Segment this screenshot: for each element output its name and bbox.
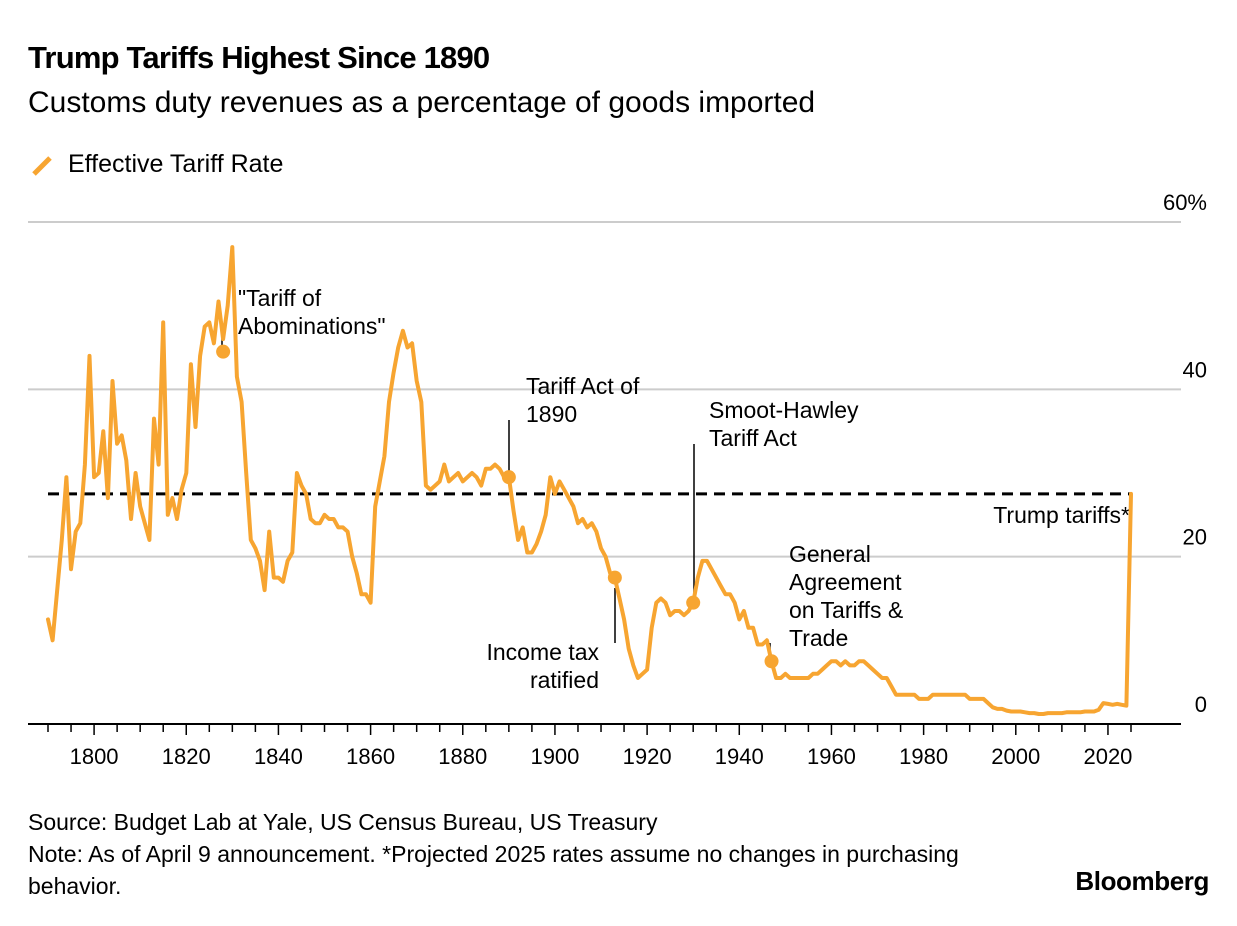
annotation-marker: [764, 654, 779, 669]
annotation-marker: [216, 344, 231, 359]
x-tick-label: 1800: [70, 744, 119, 769]
x-tick-label: 1980: [899, 744, 948, 769]
y-tick-label: 0: [1195, 692, 1207, 717]
x-tick-label: 1920: [623, 744, 672, 769]
x-tick-label: 1840: [254, 744, 303, 769]
x-tick-label: 1960: [807, 744, 856, 769]
legend-label: Effective Tariff Rate: [68, 149, 284, 178]
footer: Source: Budget Lab at Yale, US Census Bu…: [28, 806, 1018, 902]
x-tick-label: 1820: [162, 744, 211, 769]
chart-subtitle: Customs duty revenues as a percentage of…: [28, 86, 816, 119]
footnote: Note: As of April 9 announcement. *Proje…: [28, 841, 959, 899]
chart-title: Trump Tariffs Highest Since 1890: [28, 40, 490, 75]
annotation-marker: [501, 470, 516, 485]
annotation-label: Income tax: [487, 639, 600, 665]
annotation-label: Tariff Act: [709, 425, 797, 451]
legend: Effective Tariff Rate: [28, 148, 283, 180]
x-tick-label: 2020: [1083, 744, 1132, 769]
annotation-label: Agreement: [789, 569, 902, 595]
x-tick-label: 1880: [438, 744, 487, 769]
series-layer: [46, 245, 1133, 716]
y-axis-labels: 0 20 40 60%: [1163, 190, 1207, 717]
annotation-label: 1890: [526, 401, 577, 427]
annotation-label: General: [789, 541, 871, 567]
y-tick-label: 20: [1183, 525, 1207, 550]
y-tick-label: 60%: [1163, 190, 1207, 215]
annotation-marker: [607, 570, 622, 585]
legend-swatch-icon: [32, 156, 52, 176]
x-tick-label: 1940: [715, 744, 764, 769]
annotation-label: on Tariffs &: [789, 597, 903, 623]
reference-line-group: Trump tariffs*: [48, 492, 1131, 528]
y-tick-label: 40: [1183, 357, 1207, 382]
x-axis: 1800 1820 1840 1860 1880 1900 1920 1940 1960 1980…: [28, 723, 1181, 769]
x-tick-label: 1860: [346, 744, 395, 769]
bloomberg-logo: Bloomberg: [1075, 866, 1209, 896]
annotation-label: Smoot-Hawley: [709, 397, 859, 423]
annotation-label: Tariff Act of: [526, 373, 640, 399]
annotation-label: Trade: [789, 625, 848, 651]
annotation-label: "Tariff of: [238, 285, 322, 311]
x-tick-label: 1900: [530, 744, 579, 769]
annotation-markers: [216, 344, 779, 669]
source-note: Source: Budget Lab at Yale, US Census Bu…: [28, 809, 658, 835]
annotation-label: Abominations": [238, 313, 386, 339]
x-tick-label: 2000: [991, 744, 1040, 769]
annotation-label: ratified: [530, 667, 599, 693]
reference-line-label: Trump tariffs*: [993, 502, 1130, 528]
annotation-marker: [686, 595, 701, 610]
series-line-effective-tariff-rate: [46, 245, 1133, 716]
